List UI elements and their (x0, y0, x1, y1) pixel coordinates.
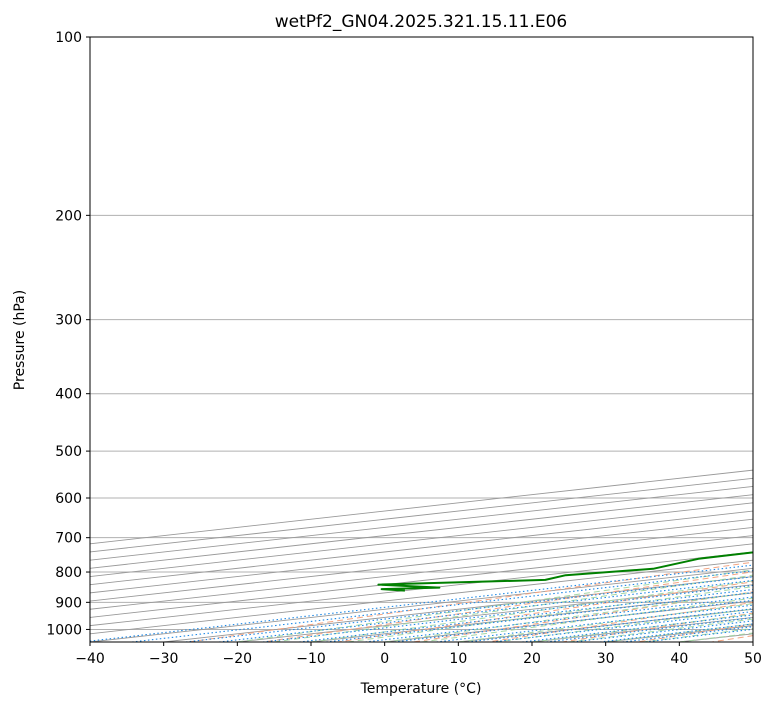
y-axis-ticks: 100 200 300 400 500 600 700 800 900 1000 (46, 30, 90, 638)
y-tick-label: 900 (55, 595, 82, 611)
isotherm-line (90, 510, 753, 586)
x-tick-label: −30 (149, 651, 179, 667)
y-tick-label: 300 (55, 313, 82, 329)
y-tick-label: 400 (55, 387, 82, 403)
y-tick-label: 100 (55, 30, 82, 46)
isotherm-line (90, 486, 753, 561)
y-tick-label: 700 (55, 531, 82, 547)
x-tick-label: 0 (380, 651, 389, 667)
y-tick-label: 200 (55, 208, 82, 224)
plot-frame (89, 36, 754, 643)
mixing-ratio-line (326, 591, 753, 642)
x-axis-ticks: −40 −30 −20 −10 0 10 20 30 40 50 (75, 642, 762, 667)
mixing-ratio-line (218, 579, 753, 642)
y-axis-label: Pressure (hPa) (12, 290, 28, 390)
moist-adiabat-lines (237, 569, 753, 642)
mixing-ratio-line (299, 588, 753, 642)
isotherm-lines (90, 469, 753, 642)
moist-adiabat-line (384, 591, 753, 642)
isotherm-line (90, 526, 753, 602)
moist-adiabat-line (347, 586, 753, 642)
isotherm-line (90, 469, 753, 545)
chart-title: wetPf2_GN04.2025.321.15.11.E06 (275, 12, 567, 32)
dewpoint-profile-line (377, 551, 753, 592)
y-tick-label: 600 (55, 491, 82, 507)
moist-adiabat-line (421, 597, 753, 642)
isotherm-line (90, 494, 753, 569)
moist-adiabat-line (237, 569, 753, 642)
sounding-profiles (377, 551, 753, 592)
x-tick-label: 10 (449, 651, 467, 667)
x-tick-label: 40 (670, 651, 688, 667)
dry-adiabat-line (338, 581, 753, 642)
moist-adiabat-line (274, 574, 753, 642)
isotherm-line (90, 502, 753, 577)
isotherm-line (90, 535, 753, 610)
mixing-ratio-line (185, 576, 753, 642)
y-tick-label: 1000 (46, 622, 82, 638)
y-tick-label: 500 (55, 444, 82, 460)
mixing-ratio-line (262, 584, 753, 642)
x-tick-label: 30 (597, 651, 615, 667)
y-tick-label: 800 (55, 565, 82, 581)
x-tick-label: 20 (523, 651, 541, 667)
isotherm-line (90, 518, 753, 594)
x-axis-label: Temperature (°C) (360, 681, 482, 697)
x-tick-label: −20 (223, 651, 253, 667)
isotherm-line (90, 477, 753, 553)
mixing-ratio-lines (90, 564, 753, 642)
x-tick-label: −10 (296, 651, 326, 667)
x-tick-label: 50 (744, 651, 762, 667)
x-tick-label: −40 (75, 651, 105, 667)
